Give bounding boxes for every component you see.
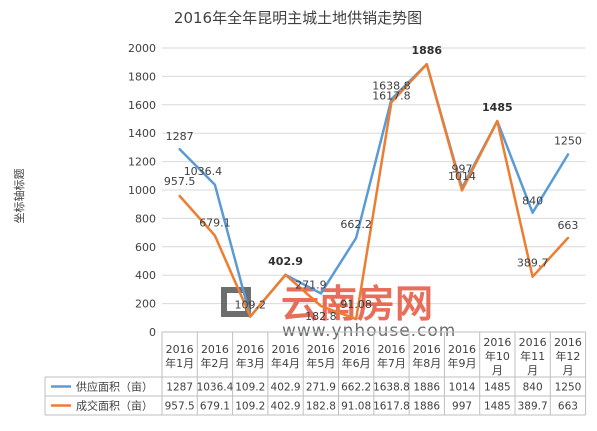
table-cell: 109.2 — [235, 382, 265, 394]
data-label: 1886 — [411, 44, 442, 57]
table-cell: 91.08 — [341, 401, 371, 413]
category-label: 2016 — [519, 336, 547, 349]
y-tick-label: 1000 — [128, 184, 156, 197]
category-label: 2016 — [201, 343, 229, 356]
y-axis-title: 坐标轴标题 — [12, 169, 26, 224]
category-label: 2016 — [413, 343, 441, 356]
data-label: 997 — [452, 162, 473, 175]
table-cell: 1287 — [166, 382, 193, 394]
table-cell: 1886 — [413, 401, 440, 413]
table-cell: 1485 — [484, 401, 511, 413]
table-cell: 1617.8 — [373, 401, 410, 413]
data-label: 1250 — [554, 135, 582, 148]
table-cell: 1036.4 — [197, 382, 234, 394]
watermark-url: www.ynhouse.com — [282, 321, 456, 341]
category-label: 2016 — [554, 336, 582, 349]
y-tick-labels: 0 200 400 600 800 1000 1200 1400 1600 1800 2000 — [128, 42, 156, 339]
data-label: 271.9 — [295, 278, 327, 291]
y-tick-label: 1200 — [128, 156, 156, 169]
series-line-2 — [178, 62, 570, 321]
category-label: 年3月 — [236, 356, 265, 370]
legend-label: 成交面积（亩） — [76, 399, 153, 413]
table-cell: 840 — [523, 382, 543, 394]
table-cell: 109.2 — [235, 401, 265, 413]
category-label: 2016 — [448, 343, 476, 356]
y-tick-label: 1800 — [128, 70, 156, 83]
y-tick-label: 1400 — [128, 127, 156, 140]
data-label: 1287 — [166, 130, 194, 143]
y-tick-label: 400 — [135, 269, 156, 282]
data-label: 679.1 — [199, 217, 231, 230]
watermark: 云南房网 www.ynhouse.com — [221, 282, 456, 341]
table-cell: 271.9 — [306, 382, 336, 394]
data-label: 402.9 — [268, 255, 303, 268]
category-label: 2016 — [307, 343, 335, 356]
y-tick-label: 0 — [149, 326, 156, 339]
data-table: 2016年1月2016年2月2016年3月2016年4月2016年5月2016年… — [44, 331, 587, 416]
y-tick-label: 600 — [135, 241, 156, 254]
data-label: 1036.4 — [184, 165, 223, 178]
data-label: 1638.8 — [372, 79, 411, 92]
table-cell: 997 — [452, 401, 472, 413]
category-label: 2016 — [236, 343, 264, 356]
category-label: 2016 — [483, 336, 511, 349]
data-label: 389.7 — [517, 257, 549, 270]
data-label: 1485 — [482, 101, 513, 114]
category-label: 月 — [492, 364, 503, 377]
table-cell: 402.9 — [271, 382, 301, 394]
table-cell: 957.5 — [165, 401, 195, 413]
category-label: 2016 — [166, 343, 194, 356]
y-tick-label: 2000 — [128, 42, 156, 55]
y-tick-label: 800 — [135, 212, 156, 225]
category-label: 年11 — [520, 349, 545, 363]
data-labels: 1287 1036.4 109.2 402.9 271.9 662.2 1638.8 1886… — [164, 44, 582, 323]
category-label: 年12 — [555, 349, 580, 363]
category-label: 2016 — [342, 343, 370, 356]
series-layer — [178, 62, 570, 321]
category-label: 年5月 — [306, 356, 335, 370]
data-label: 663 — [557, 219, 578, 232]
watermark-logo-icon — [221, 287, 251, 317]
category-label: 年9月 — [448, 356, 477, 370]
category-label: 月 — [527, 364, 538, 377]
table-cell: 1014 — [449, 382, 476, 394]
data-label: 91.08 — [340, 298, 372, 311]
table-cell: 182.8 — [306, 401, 336, 413]
table-cell: 663 — [558, 401, 578, 413]
category-label: 年8月 — [412, 356, 441, 370]
category-label: 年1月 — [165, 356, 194, 370]
legend-label: 供应面积（亩） — [76, 380, 153, 394]
y-tick-label: 200 — [135, 298, 156, 311]
category-label: 年2月 — [200, 356, 229, 370]
y-tick-label: 1600 — [128, 99, 156, 112]
category-label: 月 — [562, 364, 573, 377]
data-label: 840 — [522, 195, 543, 208]
data-label: 109.2 — [235, 298, 267, 311]
category-label: 年4月 — [271, 356, 300, 370]
table-cell: 679.1 — [200, 401, 230, 413]
data-label: 1617.8 — [372, 89, 411, 102]
data-label: 662.2 — [340, 218, 372, 231]
table-cell: 402.9 — [271, 401, 301, 413]
table-cell: 1485 — [484, 382, 511, 394]
chart-title: 2016年全年昆明主城土地供销走势图 — [174, 9, 422, 27]
series-line-1 — [178, 62, 570, 318]
table-cell: 1250 — [555, 382, 582, 394]
category-label: 年7月 — [377, 356, 406, 370]
data-label: 182.8 — [305, 310, 337, 323]
table-cell: 389.7 — [518, 401, 548, 413]
table-cell: 1886 — [413, 382, 440, 394]
table-cell: 662.2 — [341, 382, 371, 394]
category-label: 2016 — [377, 343, 405, 356]
data-label: 1014 — [448, 170, 476, 183]
table-cell: 1638.8 — [373, 382, 410, 394]
category-label: 年6月 — [342, 356, 371, 370]
category-label: 年10 — [485, 349, 510, 363]
data-label: 957.5 — [164, 175, 196, 188]
category-label: 2016 — [272, 343, 300, 356]
